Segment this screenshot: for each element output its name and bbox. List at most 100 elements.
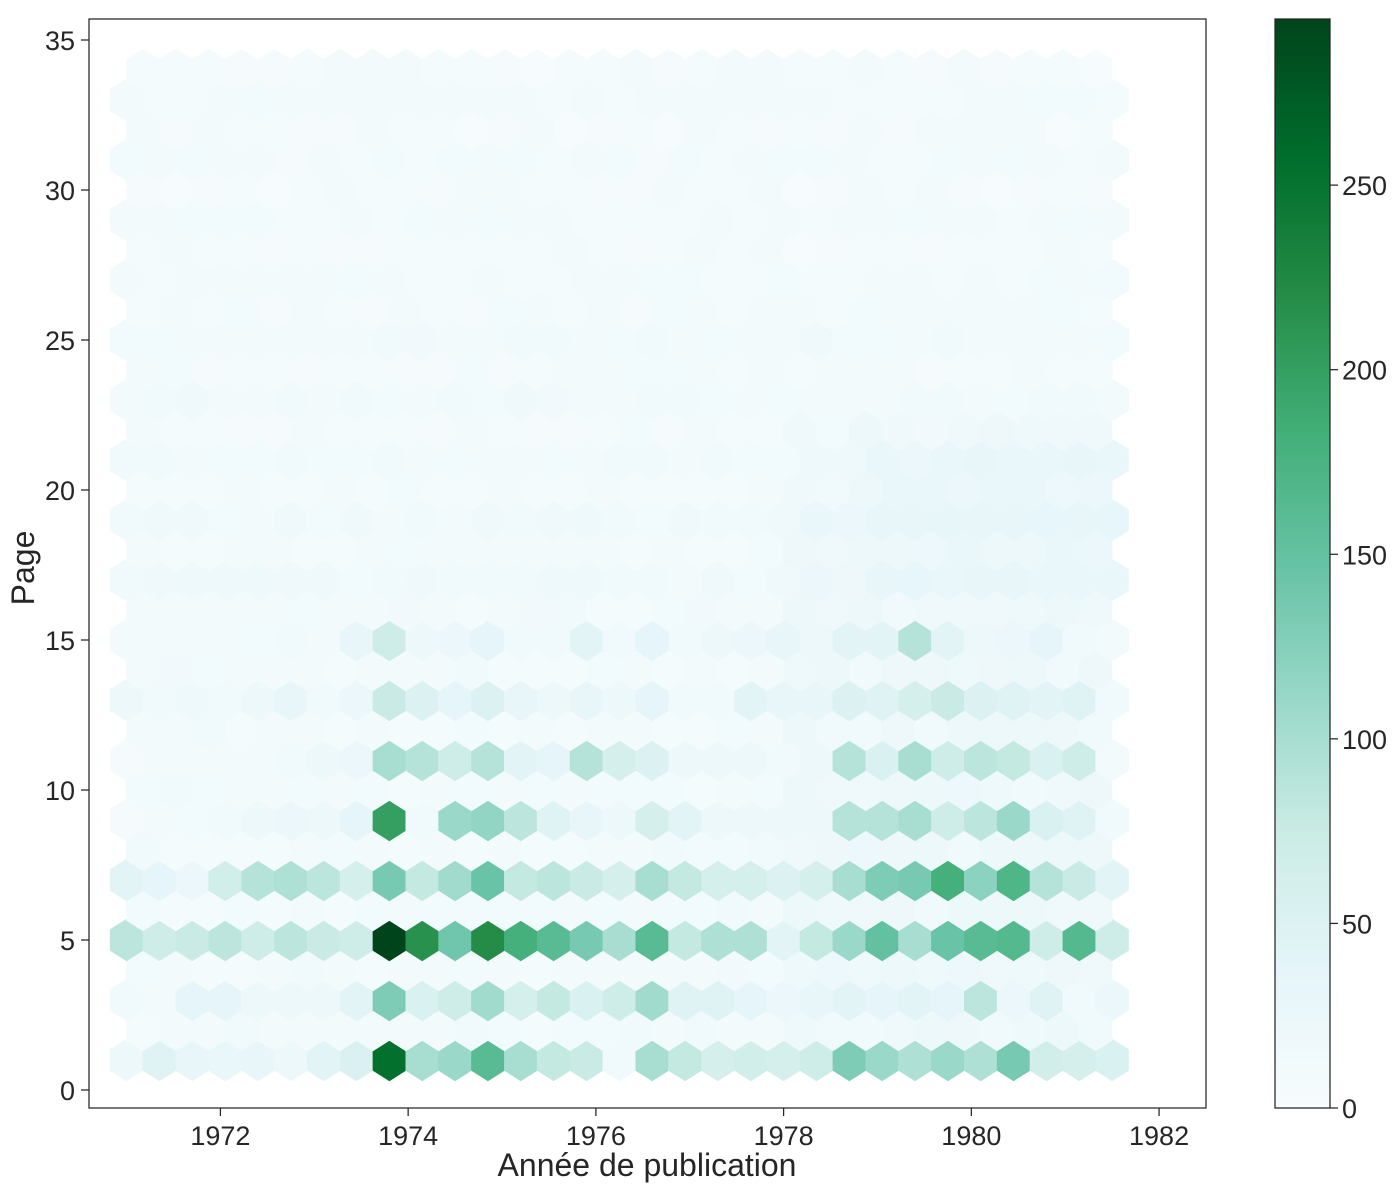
- hexbin-cell: [142, 798, 177, 842]
- hexbin-cell: [964, 378, 998, 422]
- hexbin-cell: [126, 768, 160, 812]
- hexbin-cell: [947, 588, 982, 632]
- hexbin-cell: [257, 288, 292, 332]
- hexbin-cell: [816, 1008, 850, 1052]
- hexbin-cell: [224, 228, 259, 272]
- hexbin-cell: [964, 78, 998, 122]
- hexbin-cell: [274, 318, 308, 362]
- hexbin-cell: [701, 78, 735, 122]
- hexbin-cell: [1013, 708, 1047, 752]
- hexbin-cell: [947, 888, 982, 932]
- hexbin-cell: [520, 288, 554, 332]
- hexbin-cell: [964, 198, 998, 242]
- hexbin-cell: [306, 978, 341, 1022]
- hexbin-cell: [832, 378, 867, 422]
- hexbin-cell: [126, 408, 160, 452]
- hexbin-cell: [980, 468, 1014, 512]
- hexbin-cell: [274, 258, 308, 302]
- hexbin-cell: [274, 78, 308, 122]
- hexbin-cell: [224, 468, 259, 512]
- hexbin-cell: [126, 288, 160, 332]
- hexbin-cell: [372, 1038, 407, 1082]
- hexbin-cell: [602, 798, 637, 842]
- hexbin-cell: [1046, 48, 1080, 92]
- hexbin-cell: [1013, 828, 1047, 872]
- hexbin-cell: [504, 378, 538, 422]
- hexbin-cell: [569, 798, 604, 842]
- hexbin-cell: [684, 708, 719, 752]
- hexbin-cell: [142, 978, 177, 1022]
- hexbin-cell: [668, 78, 702, 122]
- y-tick-label: 0: [60, 1076, 75, 1106]
- hexbin-cell: [1062, 438, 1097, 482]
- hexbin-cell: [175, 258, 209, 302]
- hexbin-cell: [816, 228, 850, 272]
- hexbin-cell: [306, 258, 341, 302]
- hexbin-cell: [881, 888, 916, 932]
- hexbin-cell: [487, 408, 522, 452]
- hexbin-cell: [356, 588, 390, 632]
- hexbin-cell: [898, 678, 932, 722]
- hexbin-cell: [750, 528, 784, 572]
- hexbin-cell: [898, 78, 932, 122]
- hexbin-cell: [109, 78, 144, 122]
- hexbin-cell: [1029, 618, 1064, 662]
- hexbin-cell: [1062, 618, 1097, 662]
- hexbin-cell: [1095, 318, 1129, 362]
- hexbin-cell: [931, 678, 965, 722]
- hexbin-cell: [783, 528, 817, 572]
- hexbin-cell: [668, 258, 702, 302]
- hexbin-cell: [339, 78, 374, 122]
- hexbin-cell: [717, 48, 752, 92]
- hexbin-cell: [964, 1038, 998, 1082]
- hexbin-cell: [421, 648, 456, 692]
- hexbin-cell: [1078, 48, 1113, 92]
- hexbin-cell: [799, 738, 834, 782]
- hexbin-cell: [635, 438, 669, 482]
- hexbin-cell: [504, 78, 538, 122]
- hexbin-cell: [421, 708, 456, 752]
- hexbin-cell: [1046, 288, 1080, 332]
- hexbin-cell: [405, 438, 439, 482]
- hexbin-cell: [208, 858, 242, 902]
- hexbin-cell: [586, 408, 620, 452]
- hexbin-cell: [553, 528, 587, 572]
- hexbin-cell: [241, 1038, 275, 1082]
- hexbin-cell: [553, 888, 587, 932]
- hexbin-cell: [175, 558, 209, 602]
- hexbin-cell: [306, 1038, 341, 1082]
- hexbin-cell: [389, 168, 423, 212]
- hexbin-cell: [504, 258, 538, 302]
- hexbin-cell: [865, 438, 899, 482]
- hexbin-cell: [224, 348, 259, 392]
- hexbin-cell: [323, 408, 357, 452]
- hexbin-cell: [553, 588, 587, 632]
- hexbin-cell: [487, 168, 522, 212]
- hexbin-cell: [898, 198, 932, 242]
- hexbin-cell: [1062, 258, 1097, 302]
- hexbin-cell: [1062, 558, 1097, 602]
- hexbin-cell: [175, 918, 209, 962]
- hexbin-cell: [832, 138, 867, 182]
- hexbin-cell: [109, 138, 144, 182]
- hexbin-cell: [750, 768, 784, 812]
- hexbin-cell: [454, 888, 489, 932]
- hexbin-cell: [290, 408, 324, 452]
- hexbin-cell: [454, 228, 489, 272]
- hexbin-cell: [931, 618, 965, 662]
- hexbin-cell: [734, 318, 768, 362]
- hexbin-cell: [816, 828, 850, 872]
- hexbin-cell: [487, 828, 522, 872]
- hexbin-cell: [487, 768, 522, 812]
- hexbin-cell: [1095, 198, 1129, 242]
- hexbin-cell: [849, 168, 883, 212]
- hexbin-cell: [651, 408, 686, 452]
- hexbin-cell: [1013, 888, 1047, 932]
- hexbin-cell: [1078, 288, 1113, 332]
- hexbin-cell: [126, 1008, 160, 1052]
- hexbin-cell: [421, 888, 456, 932]
- hexbin-cell: [766, 738, 801, 782]
- hexbin-cell: [1046, 948, 1080, 992]
- hexbin-cell: [668, 558, 702, 602]
- hexbin-cell: [208, 438, 242, 482]
